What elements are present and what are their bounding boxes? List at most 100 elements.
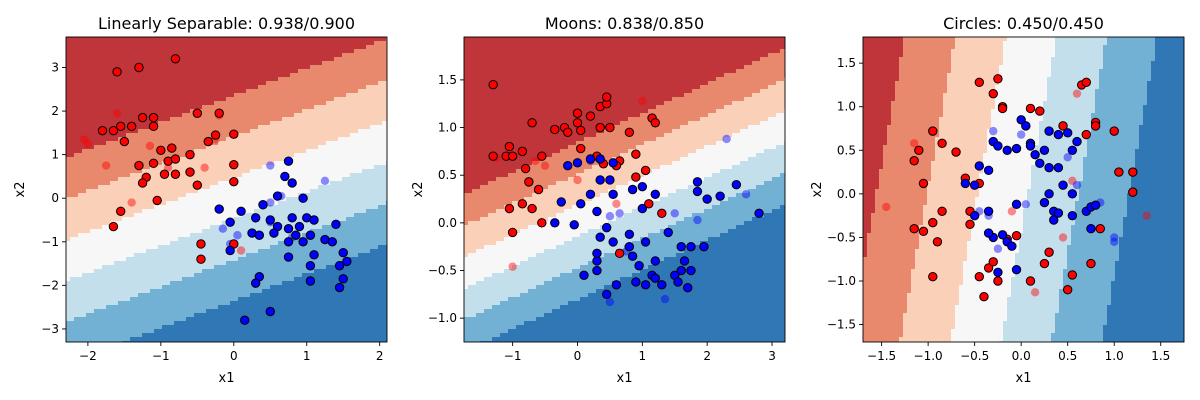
- train-blue-point: [627, 251, 638, 261]
- train-blue-point: [1053, 129, 1064, 140]
- y-tick-label: 0.5: [438, 168, 457, 182]
- train-blue-point: [601, 289, 612, 300]
- chart-panel-2: −1 0 1 2 3 −1.0 −0.5 0.0 0.5 1.0 1.5 Moons: 0.838/0…: [411, 14, 786, 386]
- x-tick-label: 1.5: [1151, 349, 1170, 363]
- test-red-point: [112, 109, 122, 118]
- test-red-point: [1007, 207, 1017, 216]
- y-tick-label: −0.5: [428, 264, 457, 278]
- y-tick-label: 0: [51, 191, 59, 205]
- train-blue-point: [983, 206, 994, 216]
- train-blue-point: [309, 250, 319, 260]
- x-tick-label: 3: [768, 349, 776, 363]
- train-red-point: [974, 77, 985, 88]
- train-red-point: [988, 88, 998, 99]
- train-blue-point: [1011, 199, 1022, 210]
- train-blue-point: [1007, 241, 1017, 251]
- train-blue-point: [338, 247, 348, 258]
- train-blue-point: [608, 158, 618, 168]
- test-blue-point: [1110, 237, 1119, 246]
- train-blue-point: [650, 189, 661, 199]
- train-blue-point: [595, 175, 605, 185]
- train-blue-point: [631, 277, 641, 287]
- test-red-point: [909, 139, 919, 148]
- train-red-point: [229, 129, 239, 139]
- train-blue-point: [601, 222, 612, 233]
- test-blue-point: [233, 231, 242, 240]
- test-red-point: [531, 156, 540, 166]
- y-tick-label: 1: [51, 148, 59, 162]
- train-blue-point: [1086, 224, 1096, 234]
- test-blue-point: [693, 215, 702, 225]
- train-red-point: [507, 227, 518, 238]
- train-blue-point: [699, 241, 709, 252]
- decision-surface: [66, 37, 387, 342]
- train-blue-point: [1053, 163, 1064, 173]
- test-red-point: [1142, 211, 1151, 220]
- chart-title: Moons: 0.838/0.850: [545, 14, 704, 33]
- x-tick-label: 1.0: [1105, 349, 1124, 363]
- train-blue-point: [572, 158, 583, 168]
- train-red-point: [156, 145, 166, 155]
- y-tick-label: −1.0: [428, 311, 457, 325]
- train-red-point: [1109, 126, 1119, 136]
- train-red-point: [576, 125, 586, 136]
- train-blue-point: [283, 156, 294, 166]
- train-red-point: [1058, 121, 1068, 131]
- train-blue-point: [236, 206, 246, 216]
- y-axis-label: x2: [13, 182, 28, 198]
- train-blue-point: [1025, 141, 1036, 151]
- train-blue-point: [608, 237, 618, 247]
- train-blue-point: [1021, 121, 1031, 131]
- test-red-point: [127, 198, 136, 207]
- train-blue-point: [676, 241, 686, 252]
- train-blue-point: [1058, 180, 1068, 190]
- train-red-point: [979, 291, 989, 302]
- train-red-point: [928, 217, 938, 228]
- train-red-point: [595, 122, 605, 133]
- train-blue-point: [1053, 208, 1064, 218]
- train-blue-point: [240, 315, 250, 325]
- train-red-point: [1081, 77, 1092, 88]
- train-red-point: [644, 199, 654, 209]
- train-blue-point: [993, 141, 1003, 151]
- train-blue-point: [550, 218, 560, 228]
- train-blue-point: [298, 193, 308, 203]
- x-tick-label: 1: [639, 349, 647, 363]
- y-tick-label: 1.0: [837, 100, 856, 114]
- train-blue-point: [283, 252, 294, 262]
- train-blue-point: [611, 280, 622, 290]
- train-blue-point: [1062, 128, 1073, 138]
- train-red-point: [537, 218, 547, 228]
- train-red-point: [650, 118, 661, 128]
- test-red-point: [83, 139, 93, 148]
- train-red-point: [572, 108, 583, 118]
- train-blue-point: [250, 278, 261, 288]
- y-axis-label: x2: [810, 182, 825, 198]
- train-blue-point: [969, 210, 980, 221]
- test-blue-point: [320, 176, 330, 185]
- test-red-point: [1072, 89, 1082, 98]
- chart-title: Circles: 0.450/0.450: [943, 14, 1104, 33]
- train-red-point: [517, 199, 528, 209]
- test-blue-point: [989, 126, 998, 136]
- train-red-point: [657, 208, 667, 219]
- train-blue-point: [1035, 158, 1045, 169]
- test-red-point: [508, 262, 517, 271]
- test-blue-point: [605, 297, 615, 307]
- train-blue-point: [657, 280, 667, 290]
- train-blue-point: [225, 245, 235, 256]
- train-red-point: [631, 172, 641, 182]
- chart-panel-3: −1.5 −1.0 −0.5 0.0 0.5 1.0 1.5 −1.5 −1.0 −0.5 0.0 0…: [810, 14, 1185, 386]
- train-red-point: [983, 263, 994, 273]
- y-tick-label: −3: [41, 322, 59, 336]
- train-red-point: [527, 118, 537, 128]
- train-blue-point: [1067, 210, 1078, 221]
- train-red-point: [126, 121, 137, 132]
- train-blue-point: [1072, 136, 1082, 147]
- test-blue-point: [266, 198, 275, 207]
- train-blue-point: [592, 265, 602, 276]
- x-tick-label: 2: [703, 349, 711, 363]
- train-blue-point: [640, 237, 651, 247]
- train-red-point: [993, 276, 1003, 286]
- decision-surface: [464, 37, 785, 342]
